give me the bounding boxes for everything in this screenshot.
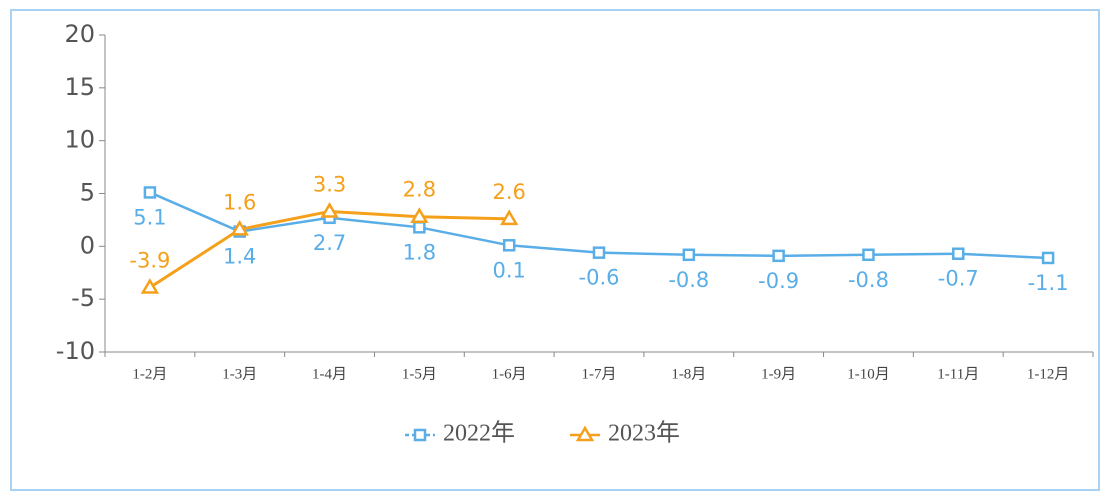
x-tick-label: 1-5月: [402, 366, 437, 382]
data-label: 2.8: [403, 178, 436, 202]
legend-label: 2023年: [608, 420, 680, 447]
point: [952, 247, 965, 260]
y-tick-label: 0: [80, 231, 95, 259]
point: [140, 278, 160, 294]
data-label: 1.6: [223, 190, 256, 214]
data-label: -0.7: [938, 267, 979, 291]
data-label: 5.1: [133, 205, 166, 229]
data-label: -0.8: [848, 268, 889, 292]
point: [682, 248, 696, 262]
x-tick-label: 1-6月: [492, 366, 527, 382]
x-tick-label: 1-7月: [582, 366, 617, 382]
y-tick-label: 15: [64, 73, 95, 101]
x-tick-label: 1-8月: [671, 366, 706, 382]
y-tick-label: 5: [80, 179, 95, 207]
data-label: 2.7: [313, 231, 346, 255]
point: [500, 209, 519, 226]
data-label: -0.8: [668, 268, 709, 292]
point: [320, 201, 339, 218]
point: [502, 239, 516, 252]
data-label: -1.1: [1028, 271, 1069, 295]
data-label: 1.4: [223, 245, 256, 269]
data-label: -0.6: [579, 266, 620, 290]
y-tick-label: 20: [64, 20, 95, 48]
legend-label: 2022年: [443, 420, 515, 447]
y-tick-label: -5: [71, 284, 95, 312]
x-tick-label: 1-10月: [847, 366, 890, 382]
point: [592, 246, 606, 259]
point: [410, 207, 429, 223]
data-label: 1.8: [403, 240, 436, 264]
legend-marker: [413, 428, 427, 442]
legend-marker: [575, 425, 595, 442]
point: [1041, 251, 1055, 265]
data-label: 3.3: [313, 172, 346, 196]
point: [230, 219, 249, 236]
point: [772, 249, 785, 263]
y-tick-label: 10: [64, 126, 95, 154]
x-tick-label: 1-2月: [132, 366, 167, 382]
data-label: -0.9: [758, 269, 799, 293]
data-label: 0.1: [492, 258, 525, 282]
y-tick-label: -10: [56, 337, 95, 365]
point: [143, 186, 157, 199]
x-tick-label: 1-4月: [312, 366, 347, 382]
data-label: 2.6: [492, 180, 525, 204]
data-label: -3.9: [129, 249, 170, 273]
x-tick-label: 1-11月: [937, 366, 979, 382]
point: [413, 221, 426, 234]
x-tick-label: 1-12月: [1027, 366, 1070, 382]
point: [862, 248, 875, 262]
x-tick-label: 1-3月: [222, 366, 257, 382]
x-tick-label: 1-9月: [761, 366, 796, 382]
